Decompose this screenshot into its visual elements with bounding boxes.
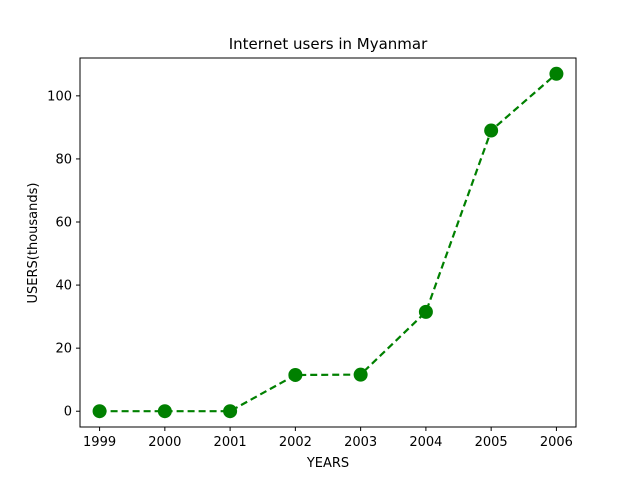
- x-tick-label: 2005: [475, 435, 508, 450]
- x-tick-label: 2000: [148, 435, 181, 450]
- series-layer: [92, 66, 564, 419]
- chart-title: Internet users in Myanmar: [229, 35, 428, 53]
- y-tick-label: 40: [55, 279, 72, 294]
- y-tick-label: 100: [47, 89, 72, 104]
- series-line: [99, 72, 558, 413]
- data-point-2002: [288, 367, 303, 382]
- plot-frame: [79, 57, 577, 428]
- y-tick-label: 20: [55, 342, 72, 357]
- y-axis-label: USERS(thousands): [26, 183, 41, 304]
- y-axis: 0 20 40 60 80 100: [47, 89, 80, 420]
- x-axis: 1999 2000 2001 2002 2003 2004 2005 2006: [83, 427, 573, 450]
- y-tick-label: 0: [64, 405, 72, 420]
- data-point-2006: [549, 66, 564, 81]
- data-point-2004: [418, 304, 433, 319]
- data-point-2003: [353, 367, 368, 382]
- data-point-2000: [157, 404, 172, 419]
- plot-background: [80, 58, 576, 427]
- x-tick-label: 2002: [279, 435, 312, 450]
- data-point-1999: [92, 404, 107, 419]
- data-point-2001: [223, 404, 238, 419]
- data-point-2005: [484, 123, 499, 138]
- x-tick-label: 2006: [540, 435, 573, 450]
- x-tick-label: 1999: [83, 435, 116, 450]
- y-tick-label: 80: [55, 152, 72, 167]
- x-tick-label: 2001: [214, 435, 247, 450]
- x-axis-label: YEARS: [306, 456, 349, 471]
- x-tick-label: 2004: [409, 435, 442, 450]
- x-tick-label: 2003: [344, 435, 377, 450]
- y-tick-label: 60: [55, 216, 72, 231]
